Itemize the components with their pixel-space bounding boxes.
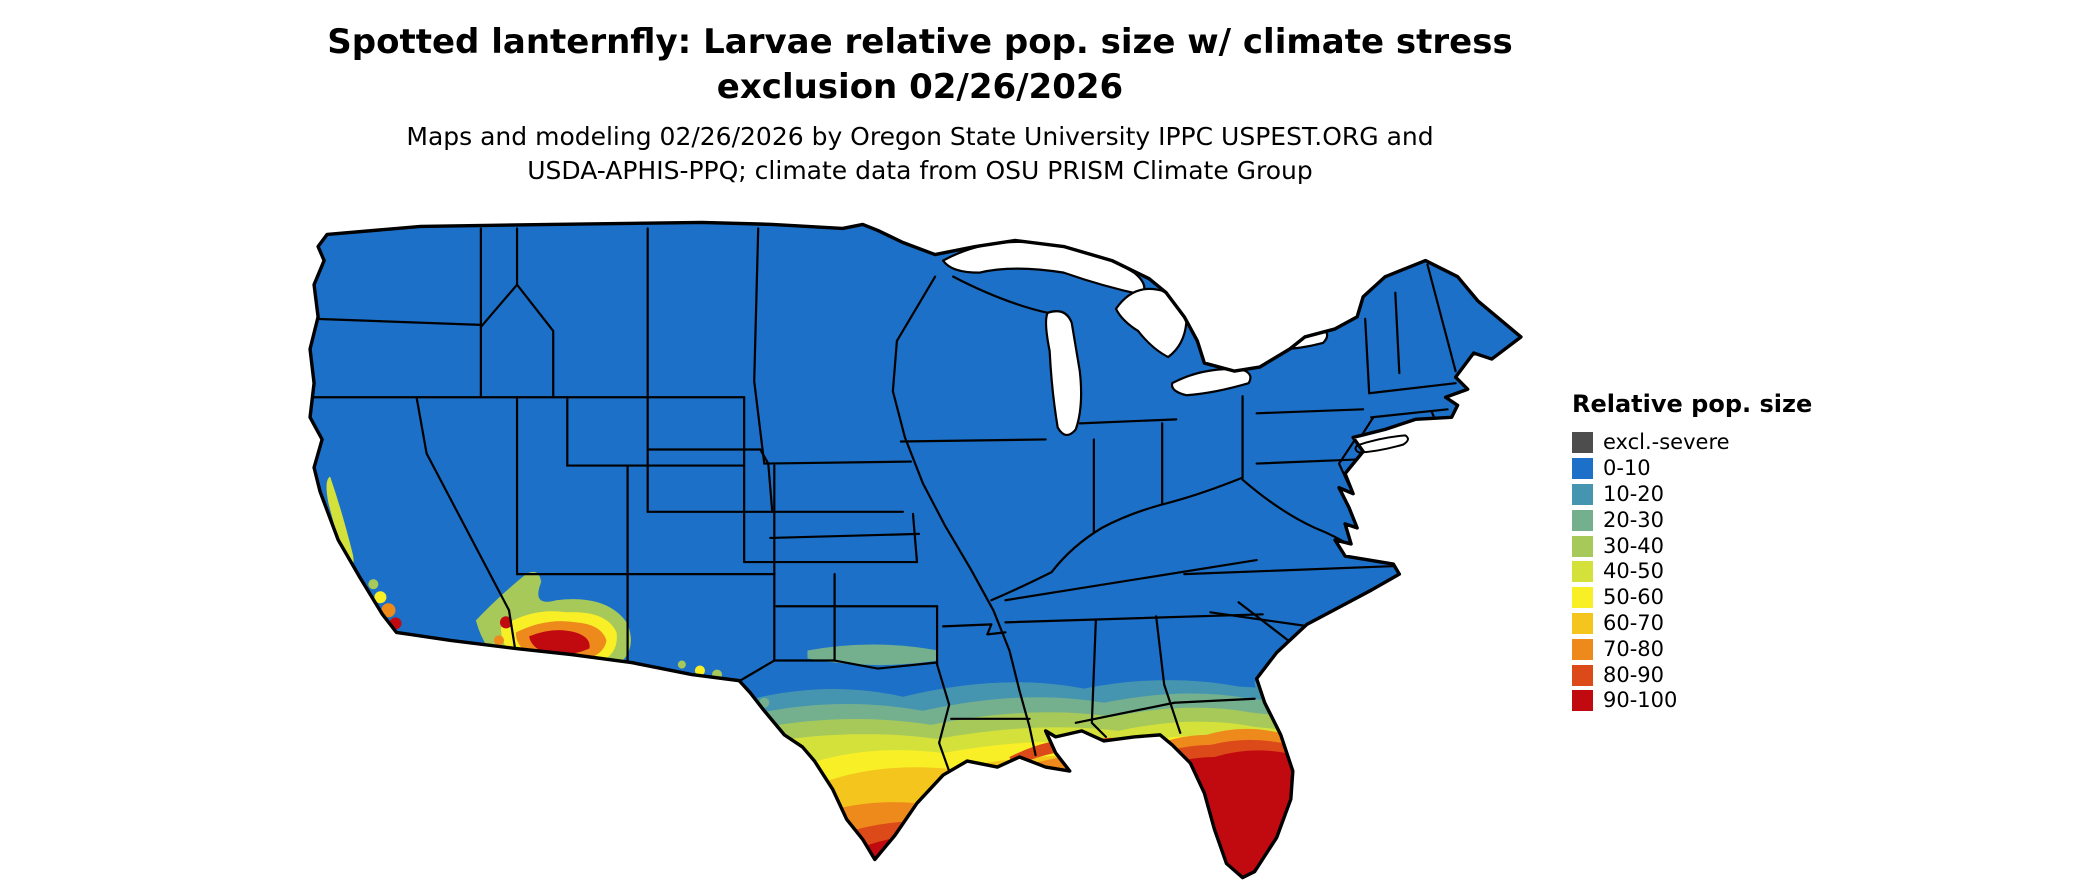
border-wi-il xyxy=(899,438,1047,443)
border-mississippi-river xyxy=(891,275,1037,757)
border-pa-md xyxy=(1255,458,1357,465)
risk-sliver-south-oklahoma xyxy=(807,644,939,666)
legend-label: 80-90 xyxy=(1603,662,1665,687)
border-ma-north xyxy=(1368,382,1457,395)
border-nc-va xyxy=(1183,564,1397,576)
border-mi-in-oh xyxy=(1078,418,1178,425)
central-valley-stripe xyxy=(326,476,354,571)
border-tx-ar-la xyxy=(935,663,951,773)
legend-swatch xyxy=(1572,612,1593,634)
legend-label: 70-80 xyxy=(1603,636,1665,661)
border-mo-ks xyxy=(911,512,919,564)
border-ohio-river xyxy=(990,476,1244,602)
us-map-svg xyxy=(308,220,1523,880)
legend-swatch xyxy=(1572,690,1593,712)
title-line-2: exclusion 02/26/2026 xyxy=(716,66,1124,107)
border-tn-south xyxy=(1004,613,1264,624)
legend-swatch xyxy=(1572,535,1593,557)
subtitle-line-1: Maps and modeling 02/26/2026 by Oregon S… xyxy=(406,122,1434,151)
page-subtitle: Maps and modeling 02/26/2026 by Oregon S… xyxy=(0,120,1840,187)
border-ma-ct-ri xyxy=(1370,408,1449,419)
border-nm-tx-elpaso xyxy=(739,659,776,682)
legend-item-60-70: 60-70 xyxy=(1572,611,1812,637)
border-wa-or xyxy=(314,317,482,327)
great-lakes xyxy=(942,240,1329,437)
legend-item-70-80: 70-80 xyxy=(1572,636,1812,662)
border-nc-sc xyxy=(1209,611,1311,628)
subtitle-line-2: USDA-APHIS-PPQ; climate data from OSU PR… xyxy=(527,155,1313,185)
legend-label: 90-100 xyxy=(1603,688,1678,713)
nm-speck-yellow xyxy=(694,665,705,676)
arizona-core-90-100 xyxy=(529,630,590,655)
border-red-river xyxy=(833,659,939,670)
big-bend-speck-2 xyxy=(780,714,789,723)
border-nh-me xyxy=(1426,263,1457,373)
socal-speck-yellow xyxy=(374,591,387,604)
legend-swatch xyxy=(1572,664,1593,686)
border-al-ga xyxy=(1155,615,1182,734)
nm-speck-green-2 xyxy=(677,660,686,669)
title-line-1: Spotted lanternfly: Larvae relative pop.… xyxy=(327,22,1513,62)
state-borders xyxy=(310,227,1457,773)
legend-label: 30-40 xyxy=(1603,533,1665,558)
legend-label: excl.-severe xyxy=(1603,430,1730,455)
border-fl-north xyxy=(1074,697,1256,724)
us-risk-map xyxy=(300,220,1536,884)
page-title: Spotted lanternfly: Larvae relative pop.… xyxy=(0,20,1840,110)
legend-title: Relative pop. size xyxy=(1572,390,1813,418)
legend-swatch xyxy=(1572,638,1593,660)
legend-swatch xyxy=(1572,587,1593,609)
legend-items: excl.-severe 0-10 10-20 20-30 30-40 40-50 50-6… xyxy=(1572,430,1812,714)
lake-huron xyxy=(1114,287,1188,359)
border-mn-ia xyxy=(763,460,913,465)
legend-label: 40-50 xyxy=(1603,559,1665,584)
legend-item-90-100: 90-100 xyxy=(1572,688,1812,714)
legend-label: 0-10 xyxy=(1603,456,1651,481)
legend-swatch xyxy=(1572,432,1593,454)
socal-speck-orange xyxy=(381,603,396,618)
legend-item-50-60: 50-60 xyxy=(1572,585,1812,611)
legend-label: 10-20 xyxy=(1603,481,1665,506)
lake-michigan xyxy=(1044,310,1083,437)
colorado-river-speck-orange xyxy=(493,635,504,646)
legend: Relative pop. size excl.-severe 0-10 10-20… xyxy=(1572,390,1812,714)
border-ny-vt xyxy=(1364,317,1371,395)
border-vt-nh xyxy=(1394,291,1401,375)
legend-item-20-30: 20-30 xyxy=(1572,507,1812,533)
border-mn-west xyxy=(753,227,766,465)
border-id-wy xyxy=(515,283,555,399)
legend-swatch xyxy=(1572,483,1593,505)
border-ms-al xyxy=(1090,619,1108,739)
colorado-river-speck-red xyxy=(499,616,513,629)
legend-item-30-40: 30-40 xyxy=(1572,533,1812,559)
border-pa-ny xyxy=(1255,408,1365,415)
long-island xyxy=(1354,434,1409,454)
legend-swatch xyxy=(1572,509,1593,531)
legend-swatch xyxy=(1572,561,1593,583)
border-ia-mo xyxy=(769,532,921,540)
legend-item-40-50: 40-50 xyxy=(1572,559,1812,585)
legend-swatch xyxy=(1572,458,1593,480)
border-ca-nv-az xyxy=(415,396,517,650)
socal-speck-green xyxy=(368,579,379,590)
legend-label: 50-60 xyxy=(1603,585,1665,610)
legend-item-excl.-severe: excl.-severe xyxy=(1572,430,1812,456)
legend-item-0-10: 0-10 xyxy=(1572,456,1812,482)
border-ky-tn xyxy=(1004,558,1258,602)
border-ga-sc xyxy=(1237,601,1292,644)
legend-label: 20-30 xyxy=(1603,507,1665,532)
legend-item-10-20: 10-20 xyxy=(1572,482,1812,508)
legend-label: 60-70 xyxy=(1603,610,1665,635)
border-mo-ar xyxy=(942,623,1007,636)
border-wi-mi-up xyxy=(952,275,1049,314)
legend-item-80-90: 80-90 xyxy=(1572,662,1812,688)
lake-erie xyxy=(1170,367,1252,397)
